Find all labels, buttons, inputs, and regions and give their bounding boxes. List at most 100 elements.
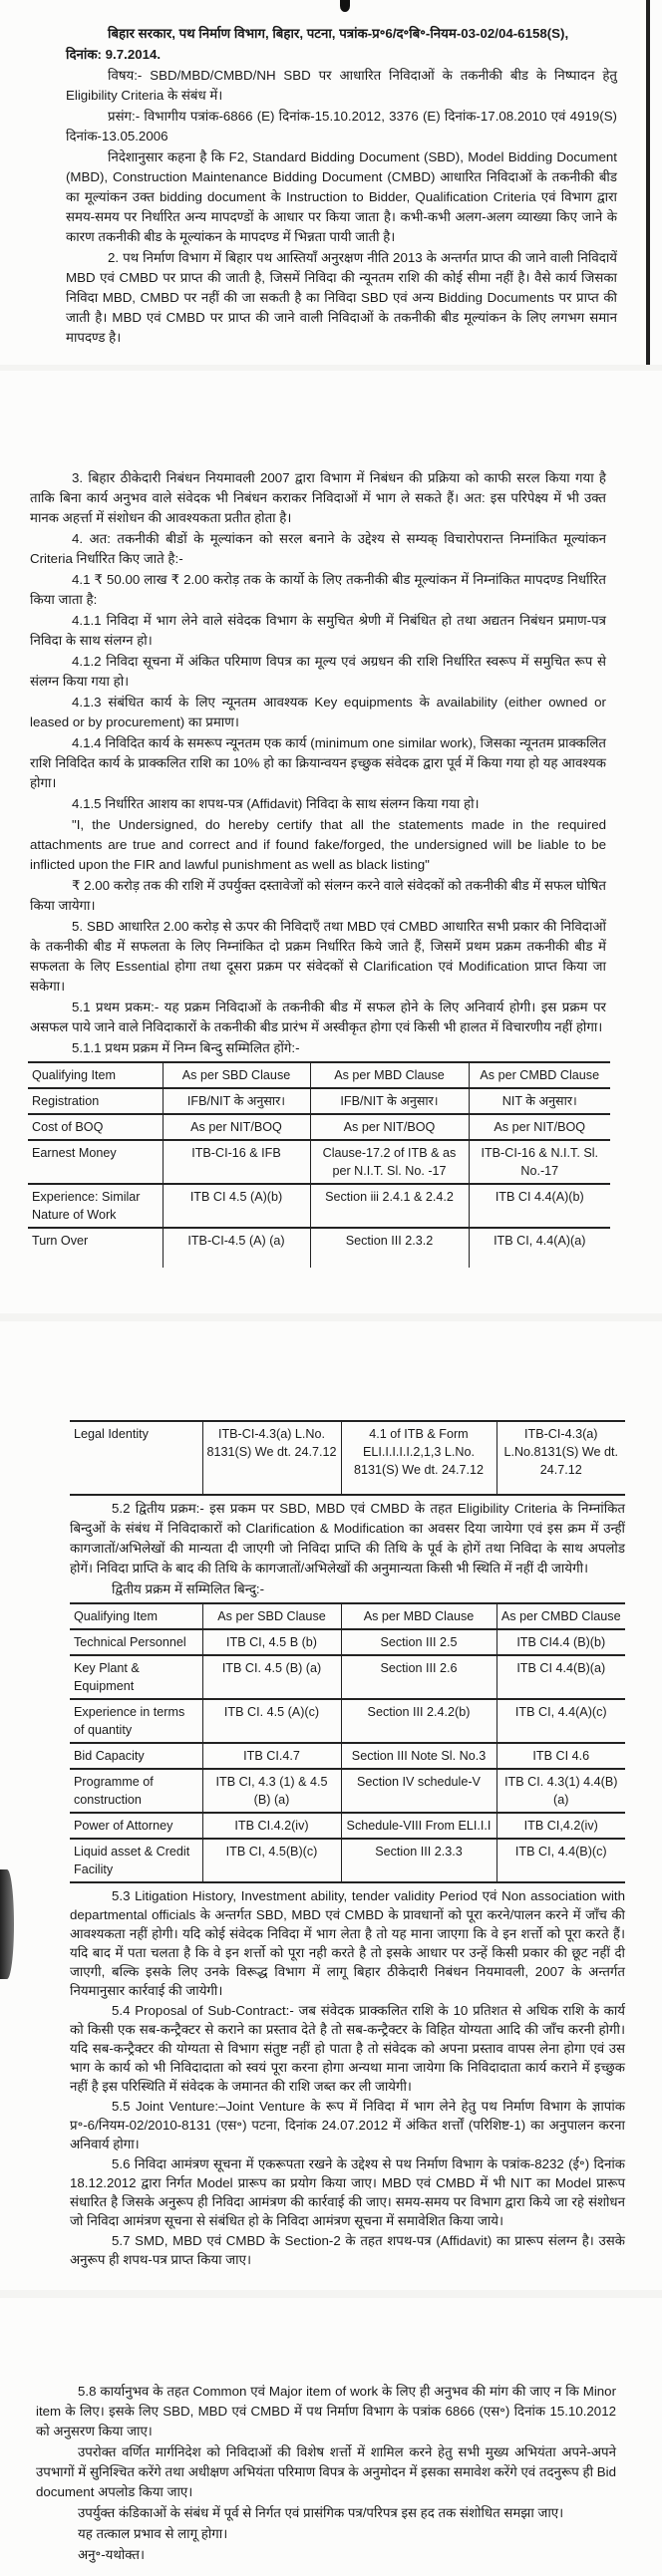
cell: 4.1 of ITB & Form ELI.I.I.I.I.2,1,3 L.No…: [340, 1420, 496, 1496]
table-row: Key Plant & Equipment ITB CI. 4.5 (B) (a)…: [70, 1654, 625, 1699]
header-cell: As per MBD Clause: [309, 1061, 469, 1088]
letter-date: दिनांक: 9.7.2014.: [66, 47, 162, 62]
cell: ITB CI 4.4(B)(a): [496, 1654, 625, 1699]
header-cell: As per SBD Clause: [201, 1602, 341, 1629]
cell: Earnest Money: [28, 1139, 163, 1184]
paragraph-5-4: 5.4 Proposal of Sub-Contract:- जब संवेदक…: [70, 2003, 625, 2094]
cell: ITB CI. 4.5 (A)(c): [201, 1698, 341, 1743]
table-row: Bid Capacity ITB CI.4.7 Section III Note S…: [70, 1742, 625, 1769]
cell: ITB-CI-16 & N.I.T. Sl. No.-17: [468, 1139, 610, 1184]
first-stage-table-continued: Legal Identity ITB-CI-4.3(a) L.No. 8131(S…: [70, 1420, 625, 1496]
paragraph-5-6: 5.6 निविदा आमंत्रण सूचना में एकरूपता रखन…: [70, 2156, 625, 2228]
cell: Section III 2.3.2: [309, 1227, 469, 1268]
paragraph-2-crore: ₹ 2.00 करोड़ तक की राशि में उपर्युक्त दस…: [30, 878, 606, 913]
header-cell: As per CMBD Clause: [468, 1061, 610, 1088]
paragraph-5-1-1: 5.1.1 प्रथम प्रक्रम में निम्न बिन्दु सम्…: [72, 1040, 300, 1055]
reference: प्रसंग:- विभागीय पत्रांक-6866 (E) दिनांक…: [66, 109, 617, 143]
cell: Turn Over: [28, 1227, 163, 1268]
cell: ITB CI. 4.5 (B) (a): [201, 1654, 341, 1699]
table-header-row: Qualifying Item As per SBD Clause As per…: [70, 1602, 625, 1629]
paragraph-5-2: 5.2 द्वितीय प्रक्रम:- इस प्रकम पर SBD, M…: [70, 1501, 625, 1575]
paragraph-4-1-4: 4.1.4 निविदित कार्य के समरूप न्यूनतम एक …: [30, 735, 606, 790]
cell: Section III 2.6: [340, 1654, 496, 1699]
letter-header: बिहार सरकार, पथ निर्माण विभाग, बिहार, पट…: [108, 26, 569, 41]
table-row: Programme of construction ITB CI, 4.3 (1)…: [70, 1768, 625, 1813]
table-row: Earnest Money ITB-CI-16 & IFB Clause-17.2 …: [28, 1139, 610, 1184]
cell: Programme of construction: [70, 1768, 202, 1813]
page-1: बिहार सरकार, पथ निर्माण विभाग, बिहार, पट…: [0, 0, 662, 365]
header-cell: As per MBD Clause: [340, 1602, 496, 1629]
cell: ITB CI, 4.3 (1) & 4.5 (B) (a): [201, 1768, 341, 1813]
cell: Power of Attorney: [70, 1812, 202, 1839]
cell: Liquid asset & Credit Facility: [70, 1838, 202, 1883]
table-row: Technical Personnel ITB CI, 4.5 B (b) Sect…: [70, 1628, 625, 1655]
paragraph-2: 2. पथ निर्माण विभाग में बिहार पथ आस्तिया…: [66, 250, 617, 345]
paragraph-5-1: 5.1 प्रथम प्रकम:- यह प्रक्रम निविदाओं के…: [30, 1000, 606, 1034]
subject: विषय:- SBD/MBD/CMBD/NH SBD पर आधारित निव…: [66, 68, 617, 103]
table-row: Turn Over ITB-CI-4.5 (A) (a) Section III 2…: [28, 1227, 610, 1268]
cell: Key Plant & Equipment: [70, 1654, 202, 1699]
paragraph-5: 5. SBD आधारित 2.00 करोड़ से ऊपर की निविद…: [30, 919, 606, 994]
table-row: Registration IFB/NIT के अनुसार। IFB/NIT के…: [28, 1087, 610, 1114]
cell: ITB CI.4.7: [201, 1742, 341, 1769]
punch-hole-mark: [340, 0, 350, 12]
cell: Schedule-VIII From ELI.I.I: [340, 1812, 496, 1839]
second-stage-table: Qualifying Item As per SBD Clause As per…: [70, 1602, 625, 1883]
paragraph-4-1-1: 4.1.1 निविदा में भाग लेने वाले संवेदक वि…: [30, 613, 606, 648]
cell: Registration: [28, 1087, 163, 1114]
page-4: 5.8 कार्यानुभव के तहत Common एवं Major i…: [0, 2298, 662, 2576]
table-row: Power of Attorney ITB CI.4.2(iv) Schedule-…: [70, 1812, 625, 1839]
cell: ITB CI 4.4(A)(b): [468, 1183, 610, 1228]
table-row: Liquid asset & Credit Facility ITB CI, 4.…: [70, 1838, 625, 1883]
paragraph-5-8: 5.8 कार्यानुभव के तहत Common एवं Major i…: [36, 2384, 616, 2438]
cell: ITB CI, 4.4(B)(c): [496, 1838, 625, 1883]
cell: ITB CI 4.6: [496, 1742, 625, 1769]
cell: Bid Capacity: [70, 1742, 202, 1769]
second-stage-items-label: द्वितीय प्रक्रम में सम्मिलित बिन्दु:-: [112, 1581, 265, 1596]
cell: ITB-CI-16 & IFB: [162, 1139, 310, 1184]
first-stage-table: Qualifying Item As per SBD Clause As per…: [28, 1061, 610, 1268]
paragraph-5-5: 5.5 Joint Venture:–Joint Venture के रूप …: [70, 2099, 625, 2151]
cell: Technical Personnel: [70, 1628, 202, 1655]
cell: NIT के अनुसार।: [468, 1087, 610, 1114]
cell: IFB/NIT के अनुसार।: [162, 1087, 310, 1114]
cell: ITB-CI-4.3(a) L.No.8131(S) We dt. 24.7.1…: [496, 1420, 625, 1496]
paragraph-4: 4. अत: तकनीकी बीडों के मूल्यांकन को सरल …: [30, 531, 606, 566]
scan-edge-bar: [646, 0, 650, 365]
paragraph-4-1: 4.1 ₹ 50.00 लाख ₹ 2.00 करोड़ तक के कार्य…: [30, 572, 606, 607]
enclosure-note: अनु॰-यथोक्त।: [78, 2547, 146, 2562]
cell: Experience in terms of quantity: [70, 1698, 202, 1743]
cell: Section III 2.4.2(b): [340, 1698, 496, 1743]
header-cell: Qualifying Item: [28, 1061, 163, 1088]
cell: ITB CI, 4.4(A)(c): [496, 1698, 625, 1743]
paragraph-guidance: उपरोक्त वर्णित मार्गनिदेश को निविदाओं की…: [36, 2444, 616, 2499]
paragraph-5-7: 5.7 SMD, MBD एवं CMBD के Section-2 के तह…: [70, 2233, 625, 2267]
paragraph-4-1-3: 4.1.3 संबंधित कार्य के लिए न्यूनतम आवश्य…: [30, 695, 606, 729]
cell: Cost of BOQ: [28, 1113, 163, 1140]
page-3: Legal Identity ITB-CI-4.3(a) L.No. 8131(S…: [0, 1321, 662, 2290]
table-row: Cost of BOQ As per NIT/BOQ As per NIT/BOQ A…: [28, 1113, 610, 1140]
cell: Clause-17.2 of ITB & as per N.I.T. Sl. N…: [309, 1139, 469, 1184]
cell: Section IV schedule-V: [340, 1768, 496, 1813]
table-header-row: Qualifying Item As per SBD Clause As per…: [28, 1061, 610, 1088]
table-row: Legal Identity ITB-CI-4.3(a) L.No. 8131(S…: [70, 1420, 625, 1496]
cell: As per NIT/BOQ: [309, 1113, 469, 1140]
cell: ITB CI, 4.5 B (b): [201, 1628, 341, 1655]
affidavit-quote: "I, the Undersigned, do hereby certify t…: [30, 817, 606, 872]
paragraph-1: निदेशानुसार कहना है कि F2, Standard Bidd…: [66, 149, 617, 244]
paragraph-amendment: उपर्युक्त कंडिकाओं के संबंध में पूर्व से…: [78, 2505, 564, 2520]
paragraph-effect: यह तत्काल प्रभाव से लागू होगा।: [78, 2526, 228, 2541]
cell: ITB-CI-4.5 (A) (a): [162, 1227, 310, 1268]
cell: ITB-CI-4.3(a) L.No. 8131(S) We dt. 24.7.…: [201, 1420, 341, 1496]
cell: Experience: Similar Nature of Work: [28, 1183, 163, 1228]
cell: ITB CI 4.5 (A)(b): [162, 1183, 310, 1228]
cell: Section III 2.5: [340, 1628, 496, 1655]
cell: Section iii 2.4.1 & 2.4.2: [309, 1183, 469, 1228]
cell: As per NIT/BOQ: [468, 1113, 610, 1140]
page-curl-shadow: [0, 1869, 14, 1979]
header-cell: As per CMBD Clause: [496, 1602, 625, 1629]
paragraph-5-3: 5.3 Litigation History, Investment abili…: [70, 1888, 625, 1998]
table-row: Experience in terms of quantity ITB CI. 4…: [70, 1698, 625, 1743]
cell: ITB CI,4.2(iv): [496, 1812, 625, 1839]
cell: Section III 2.3.3: [340, 1838, 496, 1883]
